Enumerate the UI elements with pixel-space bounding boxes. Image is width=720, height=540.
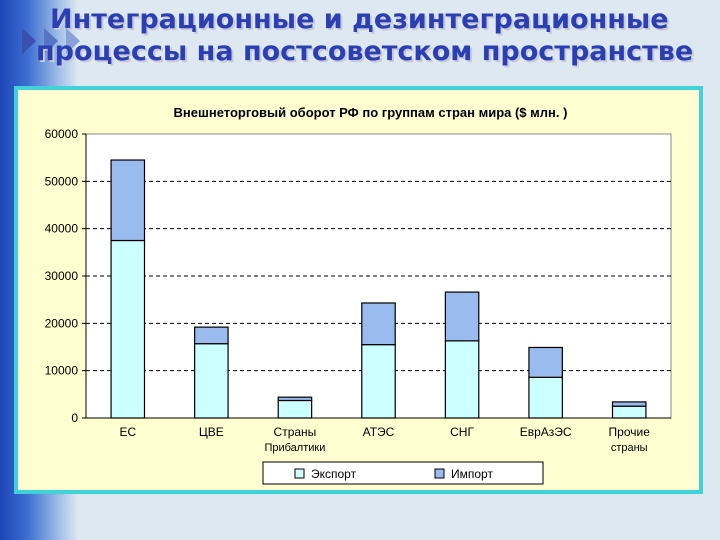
bar-export (361, 344, 396, 419)
bar-import (277, 396, 313, 402)
legend-swatch (294, 468, 305, 479)
bar-import (110, 159, 146, 242)
bar-export (528, 376, 563, 419)
legend-label: Импорт (451, 467, 493, 481)
bar-import (528, 346, 563, 378)
bar-export (277, 399, 313, 419)
x-tick-label: АТЭС (363, 425, 395, 439)
x-tick-label: ЕС (119, 425, 136, 439)
slide-title-line1: Интеграционные и дезинтеграционные (50, 4, 669, 35)
x-tick-label: ЦВЕ (199, 425, 224, 439)
bar-import (444, 291, 480, 342)
chart-frame: Внешнеторговый оборот РФ по группам стра… (14, 86, 703, 494)
bar-export (194, 343, 229, 419)
chart-title: Внешнеторговый оборот РФ по группам стра… (174, 105, 568, 120)
y-tick-label: 40000 (45, 222, 79, 236)
bar-export (110, 239, 146, 419)
bar-chart: Внешнеторговый оборот РФ по группам стра… (45, 105, 672, 485)
y-tick-label: 50000 (45, 174, 79, 188)
x-tick-label: Прибалтики (264, 442, 325, 454)
legend-swatch (434, 468, 445, 479)
x-tick-label: Прочие (609, 425, 651, 439)
x-tick-label: Страны (274, 425, 317, 439)
x-tick-label: ЕврАзЭС (520, 425, 572, 439)
slide-title: Интеграционные и дезинтеграционные проце… (36, 4, 716, 68)
legend-box (262, 461, 544, 485)
bar-export (611, 405, 647, 419)
y-tick-label: 60000 (45, 127, 79, 141)
bar-import (611, 401, 647, 407)
y-tick-label: 10000 (45, 364, 79, 378)
bar-import (361, 302, 396, 346)
legend-label: Экспорт (311, 467, 357, 481)
x-tick-label: СНГ (450, 425, 474, 439)
y-tick-label: 20000 (45, 316, 79, 330)
arrow-bullets-icon (22, 28, 80, 54)
slide-title-line2: процессы на постсоветском пространстве (36, 36, 694, 67)
bar-export (444, 340, 480, 419)
x-tick-label: страны (611, 442, 648, 454)
y-tick-label: 0 (71, 411, 78, 425)
bar-import (194, 326, 229, 345)
y-tick-label: 30000 (45, 269, 79, 283)
